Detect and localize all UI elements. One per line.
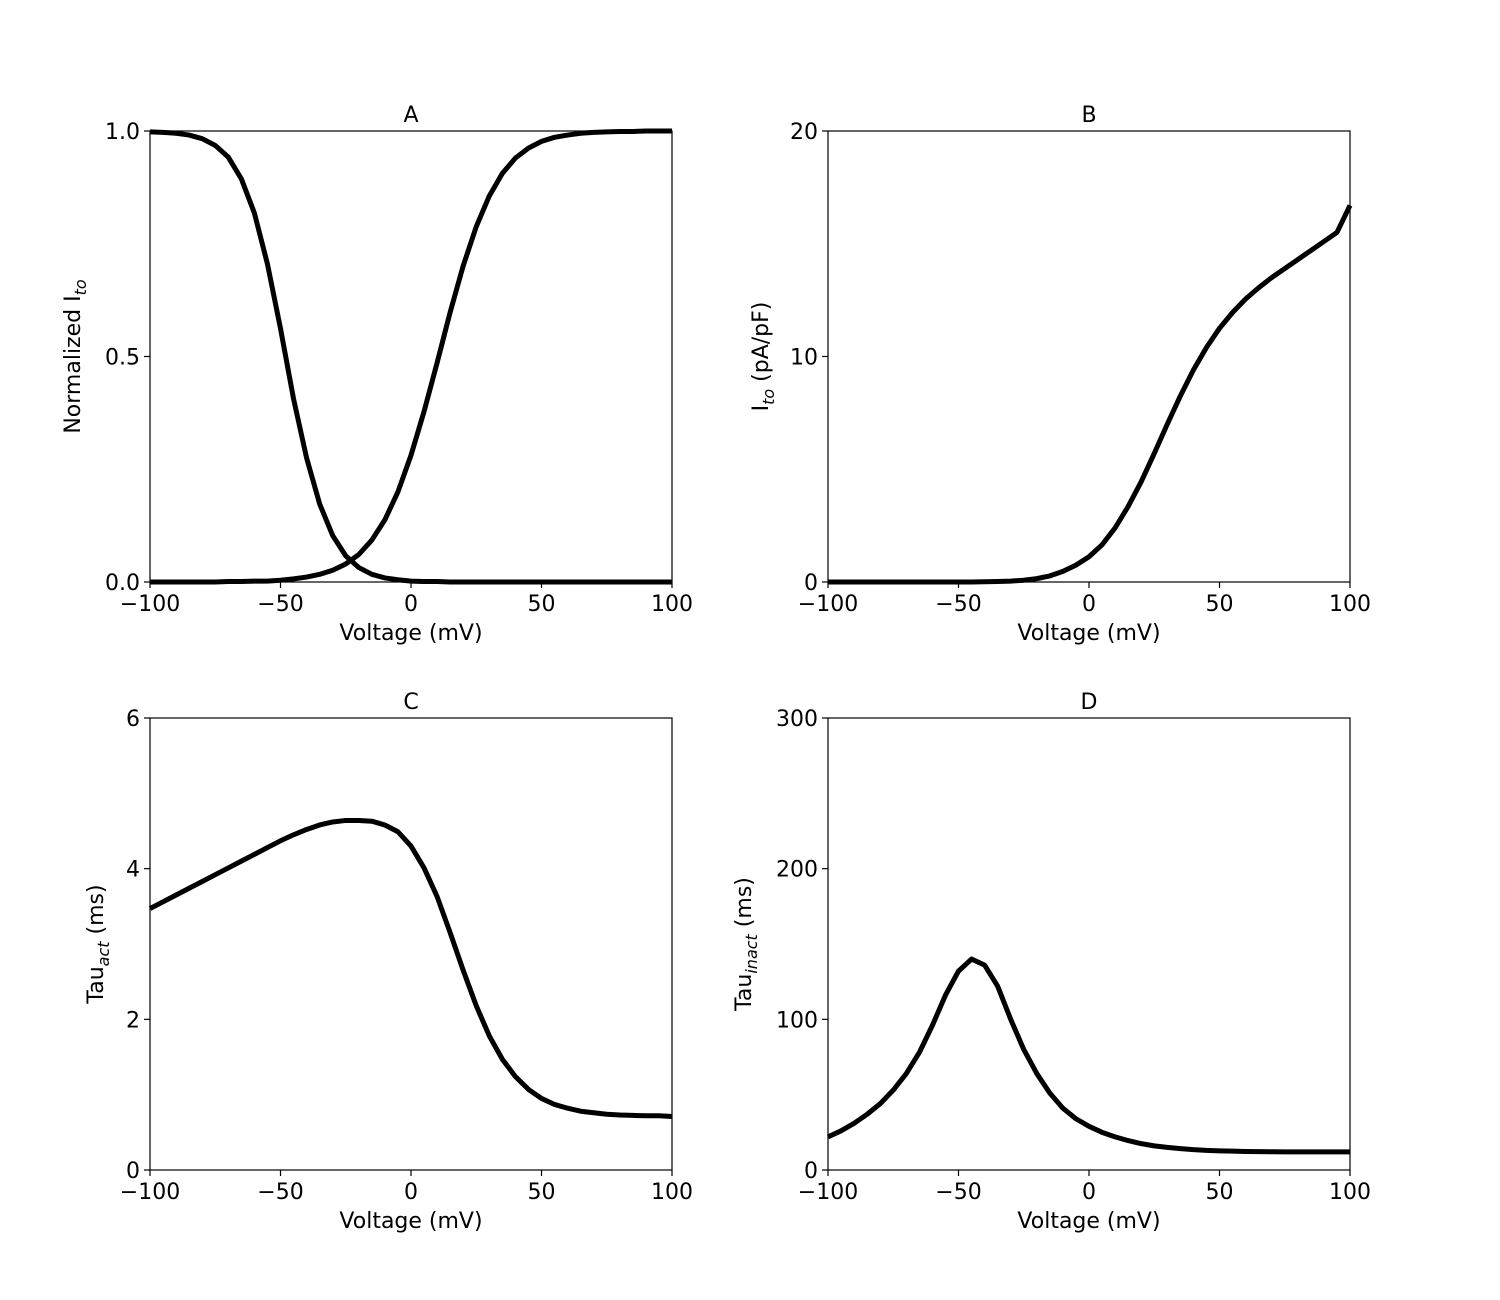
x-tick-label: 0	[1082, 1180, 1096, 1205]
series-line-a-activation	[150, 128, 672, 585]
x-tick-label: 100	[1329, 1180, 1371, 1205]
axes-frame-c	[149, 717, 673, 1171]
x-tick-label: −100	[798, 1180, 858, 1205]
y-axis-label: Normalized Ito	[61, 279, 90, 434]
x-axis-label: Voltage (mV)	[339, 1209, 482, 1234]
chart-title: A	[403, 103, 418, 128]
y-tick-label: 0	[804, 1159, 818, 1184]
chart-c: −100 −50 0 50 100 0 2 4 6 C Voltage (mV) Tauact (ms…	[84, 690, 693, 1234]
series-line-b-ito	[828, 204, 1353, 585]
y-tick-label: 100	[776, 1008, 818, 1033]
chart-b: −100 −50 0 50 100 0 10 20 B Voltage (mV) Ito (pA/p…	[749, 103, 1371, 646]
x-axis-label: Voltage (mV)	[1017, 621, 1160, 646]
y-axis-label-main: Normalized I	[61, 295, 86, 433]
axes-frame-a	[149, 130, 673, 583]
y-axis-label: Tauact (ms)	[84, 884, 113, 1004]
y-axis-label-subscript: act	[94, 941, 113, 967]
x-tick-label: 100	[651, 1180, 693, 1205]
x-tick-label: 0	[404, 1180, 418, 1205]
x-axis-label: Voltage (mV)	[1017, 1209, 1160, 1234]
y-axis-label-main: Tau	[84, 966, 109, 1004]
x-tick-label: −50	[257, 592, 303, 617]
y-axis-label-unit: (pA/pF)	[749, 302, 774, 389]
chart-title: B	[1081, 103, 1096, 128]
y-axis-label-unit: (ms)	[84, 884, 109, 941]
x-tick-label: 50	[1206, 1180, 1234, 1205]
y-tick-label: 0.5	[105, 346, 140, 371]
y-tick-label: 300	[776, 707, 818, 732]
chart-d: −100 −50 0 50 100 0 100 200 300 D Voltage (mV) Taui…	[732, 690, 1371, 1234]
y-tick-label: 4	[126, 858, 140, 883]
x-tick-label: −50	[257, 1180, 303, 1205]
series-line-c-tau-act	[148, 817, 673, 1120]
y-tick-label: 20	[790, 120, 818, 145]
x-tick-label: −100	[798, 592, 858, 617]
x-tick-label: 100	[1329, 592, 1371, 617]
y-tick-label: 10	[790, 346, 818, 371]
chart-a: −100 −50 0 50 100 0.0 0.5 1.0 A Voltage (mV) Norma…	[61, 103, 693, 646]
y-axis-label: Tauinact (ms)	[732, 877, 761, 1012]
x-tick-label: −100	[120, 1180, 180, 1205]
axes-frame-b	[827, 130, 1351, 583]
x-axis-label: Voltage (mV)	[339, 621, 482, 646]
y-axis-label: Ito (pA/pF)	[749, 302, 778, 412]
axes-frame-d	[827, 717, 1351, 1171]
y-axis-label-unit: (ms)	[732, 877, 757, 934]
y-tick-label: 0	[126, 1159, 140, 1184]
x-tick-label: 50	[528, 1180, 556, 1205]
y-tick-label: 1.0	[105, 120, 140, 145]
y-axis-label-main: I	[749, 405, 774, 412]
x-tick-label: −100	[120, 592, 180, 617]
chart-title: C	[403, 690, 418, 715]
y-tick-label: 2	[126, 1008, 140, 1033]
x-tick-label: −50	[935, 592, 981, 617]
x-tick-label: −50	[935, 1180, 981, 1205]
y-axis-label-subscript: to	[71, 279, 90, 295]
y-axis-label-subscript: to	[759, 389, 778, 405]
series-line-a-inactivation	[149, 129, 672, 585]
y-tick-label: 6	[126, 707, 140, 732]
y-axis-label-subscript: inact	[742, 933, 761, 973]
x-tick-label: 50	[1206, 592, 1234, 617]
y-tick-label: 200	[776, 858, 818, 883]
y-axis-label-main: Tau	[732, 974, 757, 1012]
y-tick-label: 0	[804, 571, 818, 596]
x-tick-label: 50	[528, 592, 556, 617]
series-line-d-tau-inact	[826, 956, 1350, 1155]
chart-title: D	[1081, 690, 1098, 715]
x-tick-label: 100	[651, 592, 693, 617]
x-tick-label: 0	[404, 592, 418, 617]
y-tick-label: 0.0	[105, 571, 140, 596]
x-tick-label: 0	[1082, 592, 1096, 617]
